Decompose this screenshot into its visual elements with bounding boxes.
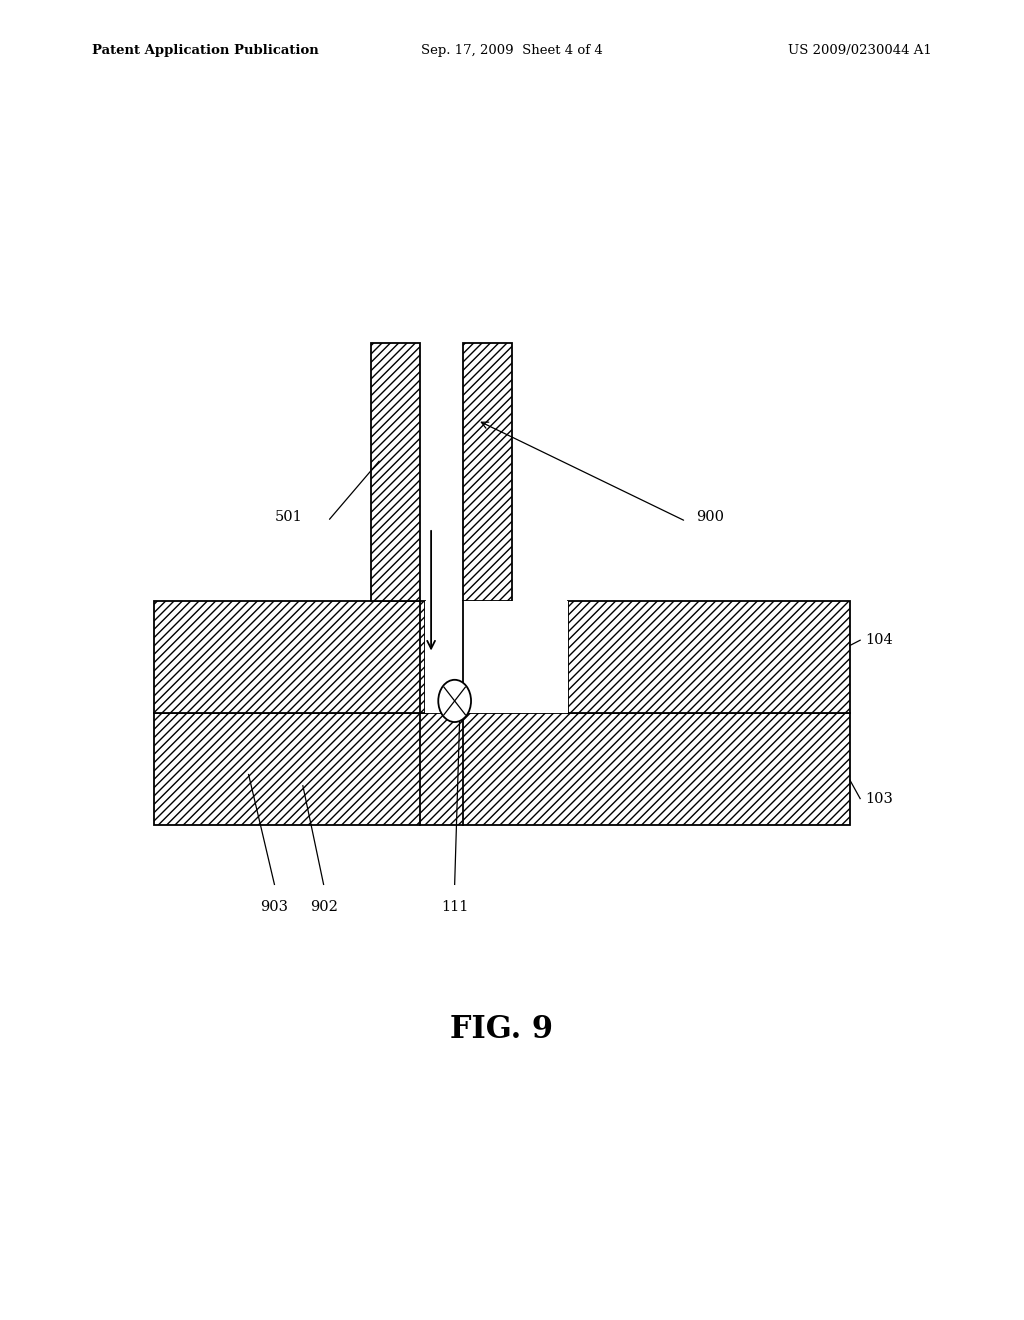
Bar <box>154 601 425 713</box>
Bar <box>568 601 850 713</box>
Circle shape <box>438 680 471 722</box>
Text: FIG. 9: FIG. 9 <box>451 1014 553 1045</box>
Bar <box>425 601 568 713</box>
Text: 501: 501 <box>274 511 302 524</box>
Bar <box>463 343 512 601</box>
Bar <box>371 343 420 601</box>
Text: 903: 903 <box>260 900 289 915</box>
Text: 111: 111 <box>441 900 468 915</box>
Text: 103: 103 <box>865 792 893 805</box>
Text: 902: 902 <box>309 900 338 915</box>
Text: US 2009/0230044 A1: US 2009/0230044 A1 <box>788 44 932 57</box>
Text: Patent Application Publication: Patent Application Publication <box>92 44 318 57</box>
Text: Sep. 17, 2009  Sheet 4 of 4: Sep. 17, 2009 Sheet 4 of 4 <box>421 44 603 57</box>
Text: 104: 104 <box>865 634 893 647</box>
Bar <box>154 713 850 825</box>
Text: 900: 900 <box>696 511 724 524</box>
